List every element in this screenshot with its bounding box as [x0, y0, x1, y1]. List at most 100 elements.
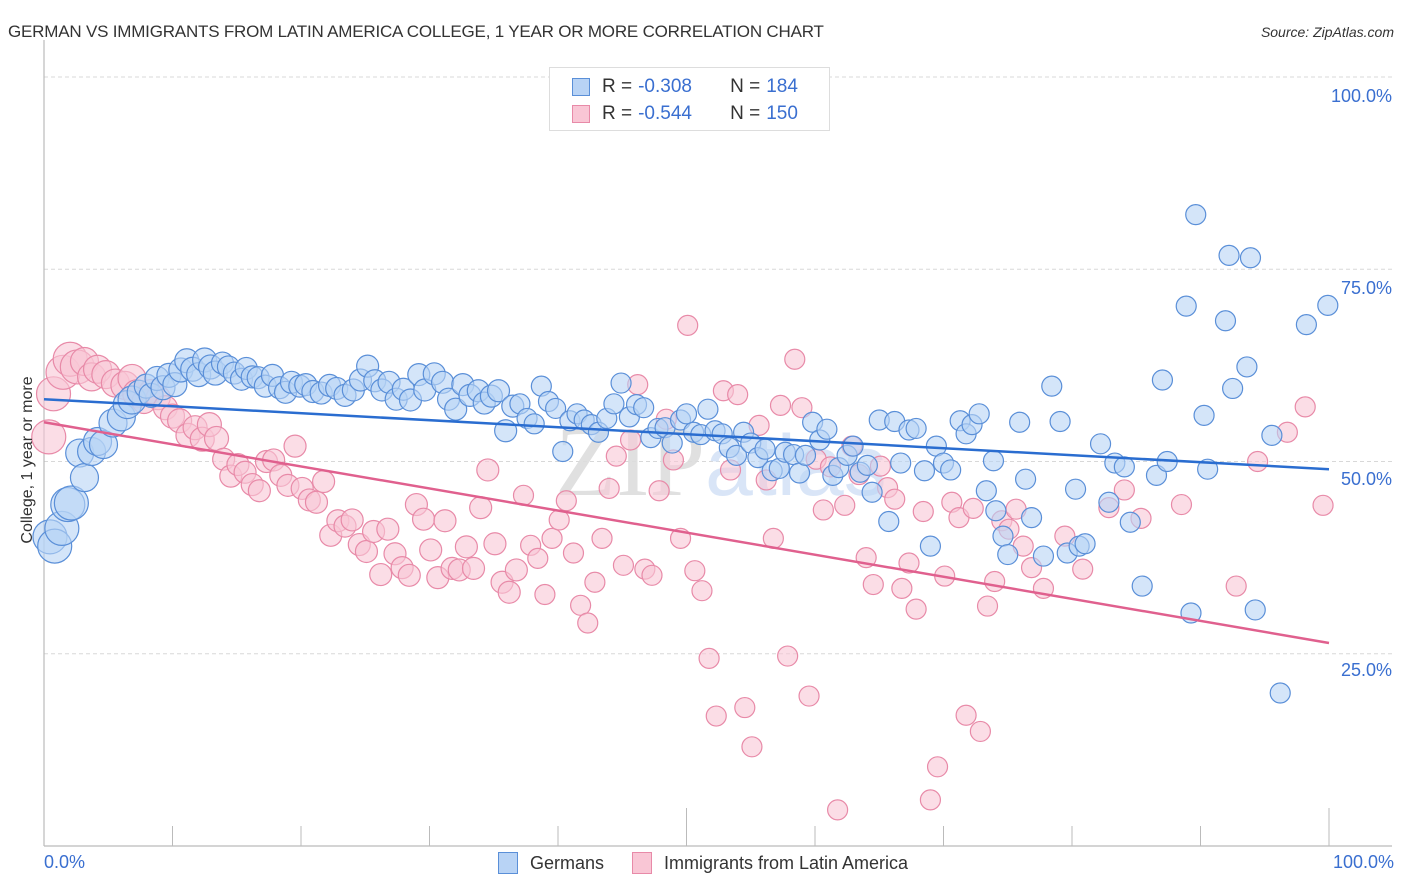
germans-point — [697, 398, 719, 420]
y-tick-label-100: 100.0% — [1330, 86, 1392, 106]
germans-trend-line — [43, 397, 1330, 471]
germans-legend-swatch — [497, 852, 518, 874]
latam-point — [1294, 396, 1316, 418]
germans-point — [1214, 310, 1237, 332]
germans-point — [1185, 204, 1207, 226]
germans-point — [1014, 468, 1037, 490]
r-label: R = — [602, 76, 633, 97]
legend-label-latam: Immigrants from Latin America — [663, 852, 909, 873]
germans-point — [486, 379, 511, 403]
x-tick-label-100: 100.0% — [1332, 852, 1394, 872]
germans-point — [1261, 424, 1283, 446]
germans-point — [1041, 375, 1063, 397]
y-tick-label-75: 75.0% — [1340, 278, 1392, 298]
latam-point — [1170, 493, 1193, 516]
germans-point — [725, 444, 748, 466]
germans-point — [1317, 294, 1339, 316]
latam-point — [976, 595, 999, 617]
latam-point — [369, 562, 393, 587]
germans-point — [675, 403, 698, 425]
latam-point — [483, 532, 507, 556]
latam-point — [619, 429, 642, 451]
latam-point — [1312, 494, 1334, 516]
r-value: -0.308 — [638, 76, 692, 97]
n-value: 184 — [766, 76, 798, 97]
latam-point — [641, 564, 663, 586]
latam-point — [962, 497, 984, 520]
germans-point — [1119, 511, 1141, 533]
germans-point — [1009, 411, 1031, 433]
germans-point — [816, 418, 838, 440]
latam-point — [497, 580, 521, 604]
germans-point — [1113, 456, 1135, 478]
legend-item-latam[interactable]: Immigrants from Latin America — [631, 852, 909, 874]
latam-point — [541, 527, 563, 550]
germans-point — [1131, 575, 1153, 597]
latam-point — [376, 517, 400, 541]
latam-point — [527, 547, 549, 569]
latam-point — [812, 499, 834, 521]
latam-point — [534, 583, 556, 606]
latam-point — [577, 612, 599, 634]
latam-point — [798, 685, 820, 707]
n-label: N = — [730, 103, 761, 124]
latam-point — [769, 394, 792, 416]
r-label: R = — [602, 103, 633, 124]
latam-point — [304, 490, 329, 514]
latam-point — [734, 696, 756, 719]
germans-point — [940, 459, 962, 481]
latam-point — [791, 397, 813, 419]
series-legend: Germans Immigrants from Latin America — [0, 852, 1406, 874]
legend-label-germans: Germans — [529, 852, 604, 873]
germans-point — [1074, 533, 1096, 555]
latam-point — [1072, 558, 1094, 580]
latam-point — [354, 539, 379, 564]
latam-point — [784, 348, 806, 370]
latam-point — [862, 573, 884, 596]
latam-point — [562, 542, 585, 564]
latam-point — [969, 720, 991, 743]
germans-point — [842, 435, 864, 457]
germans-point — [968, 403, 990, 425]
latam-point — [727, 383, 749, 406]
n-label: N = — [730, 76, 761, 97]
latam-point — [31, 419, 67, 455]
latam-point — [1113, 479, 1135, 501]
germans-point — [1295, 314, 1317, 336]
germans-point — [53, 485, 89, 521]
germans-swatch — [572, 78, 590, 96]
latam-point — [591, 527, 613, 550]
latam-point — [741, 736, 763, 758]
stats-legend: R = -0.308 N = 184 R = -0.544 N = 150 — [549, 67, 830, 131]
germans-point — [603, 393, 625, 415]
latam-swatch — [572, 105, 590, 123]
latam-point — [433, 509, 457, 533]
germans-point — [1193, 404, 1215, 426]
latam-point — [312, 469, 336, 494]
latam-point — [203, 425, 230, 452]
germans-point — [610, 372, 632, 394]
x-tick-label-0: 0.0% — [44, 852, 86, 872]
r-value: -0.544 — [638, 103, 692, 124]
germans-point — [1151, 369, 1174, 391]
germans-point — [913, 460, 936, 482]
source-label: Source: ZipAtlas.com — [1260, 24, 1394, 40]
germans-point — [985, 500, 1007, 522]
stats-legend-germans: R = -0.308 N = 184 — [572, 76, 798, 98]
latam-point — [411, 507, 436, 531]
germans-point — [878, 510, 900, 533]
legend-item-germans[interactable]: Germans — [497, 852, 604, 874]
latam-point — [912, 500, 934, 523]
germans-point — [905, 417, 927, 440]
germans-point — [545, 397, 567, 420]
latam-point — [905, 598, 927, 620]
latam-point — [827, 799, 849, 821]
germans-point — [1218, 244, 1240, 267]
latam-point — [884, 488, 906, 510]
latam-point — [247, 479, 271, 503]
germans-point — [982, 450, 1005, 472]
germans-point — [856, 454, 878, 476]
latam-point — [605, 445, 627, 467]
latam-point — [705, 705, 727, 727]
germans-point — [1222, 377, 1244, 400]
